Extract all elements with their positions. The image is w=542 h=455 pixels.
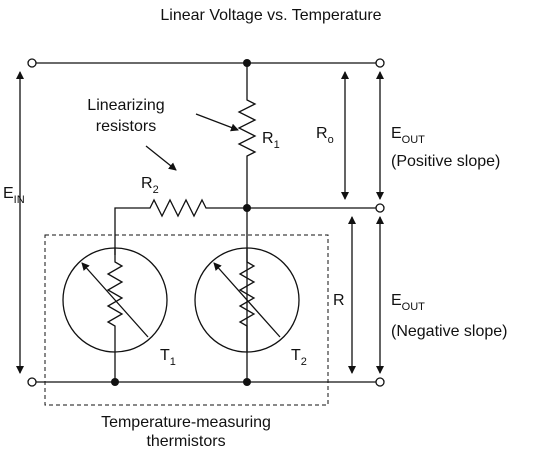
label: 2 <box>153 184 159 196</box>
label: IN <box>14 194 25 206</box>
label: R1 <box>262 130 280 151</box>
label: OUT <box>402 301 426 313</box>
label: (Positive slope) <box>391 153 500 170</box>
label: thermistors <box>146 433 225 450</box>
terminals <box>27 58 385 387</box>
label: Ro <box>316 125 334 146</box>
arrows <box>16 71 384 374</box>
label: E <box>391 292 402 309</box>
label: R <box>141 175 153 192</box>
label: T1 <box>160 347 176 368</box>
label: OUT <box>402 134 426 146</box>
label: E <box>391 125 402 142</box>
label: T2 <box>291 347 307 368</box>
label: EOUT <box>391 125 425 146</box>
label: R2 <box>141 175 159 196</box>
label: E <box>3 185 14 202</box>
label: o <box>328 134 334 146</box>
title: Linear Voltage vs. Temperature <box>160 7 381 24</box>
label: Temperature-measuring <box>101 414 271 431</box>
label: Linearizing <box>87 97 164 114</box>
label: R <box>316 125 328 142</box>
label: EIN <box>3 185 25 206</box>
label: T <box>160 347 170 364</box>
label: resistors <box>96 118 156 135</box>
thermistors <box>62 247 300 382</box>
thermistor-box <box>44 234 329 406</box>
label: R <box>262 130 274 147</box>
label: 2 <box>301 356 307 368</box>
wires <box>32 62 380 383</box>
label: R <box>333 292 345 309</box>
label: (Negative slope) <box>391 323 508 340</box>
junctions <box>111 59 251 386</box>
label: 1 <box>170 356 176 368</box>
label: 1 <box>274 139 280 151</box>
label: EOUT <box>391 292 425 313</box>
label: T <box>291 347 301 364</box>
